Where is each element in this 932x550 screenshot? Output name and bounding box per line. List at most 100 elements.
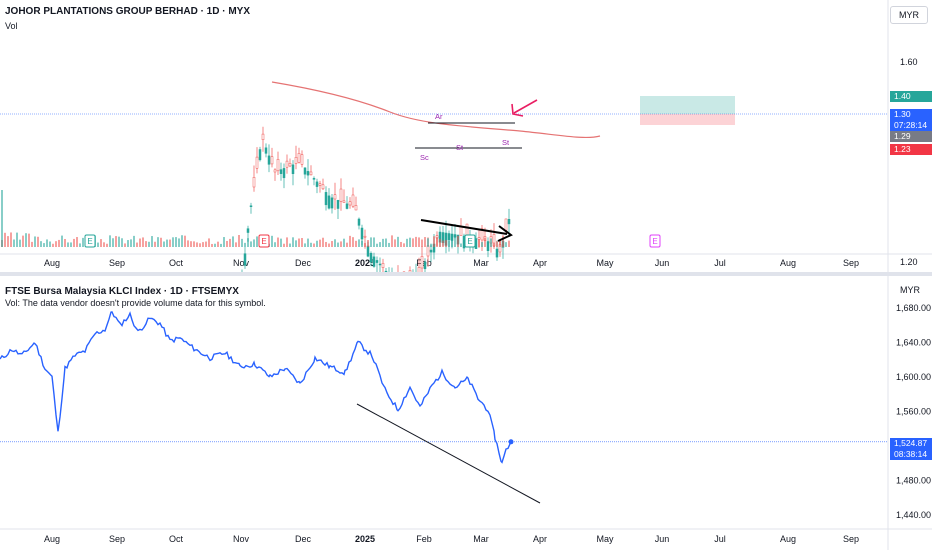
candle-body — [339, 188, 343, 202]
volume-bar — [154, 241, 156, 247]
volume-bar — [451, 237, 453, 247]
candle-body — [384, 270, 388, 272]
top-chart-pane[interactable]: 1.801.601.201.000.8000.600AugSepOctNovDe… — [0, 0, 932, 272]
volume-bar — [79, 243, 81, 247]
volume-bar — [25, 233, 27, 247]
earnings-marker: E — [258, 234, 270, 248]
candle-body — [252, 177, 256, 188]
volume-bar — [112, 238, 114, 247]
time-axis-label: Nov — [233, 534, 250, 544]
volume-bar — [22, 235, 24, 247]
volume-bar — [253, 239, 255, 247]
entry-price-label: 1.29 — [890, 131, 932, 142]
time-axis-label: Aug — [44, 258, 60, 268]
volume-bar — [307, 238, 309, 247]
top-currency-button[interactable]: MYR — [890, 6, 928, 24]
wyckoff-annotation: Sc — [420, 153, 429, 162]
candle-body — [270, 156, 274, 165]
volume-bar — [436, 237, 438, 247]
earnings-marker: E — [464, 234, 476, 248]
pink-arrow-head — [511, 103, 524, 117]
candle-body — [423, 261, 427, 270]
volume-bar — [283, 243, 285, 247]
volume-bar — [82, 237, 84, 247]
time-axis-label: Aug — [780, 534, 796, 544]
downtrend-line — [356, 403, 541, 504]
bottom-chart-pane[interactable]: 1,680.00 1,640.00 1,600.00 1,560.00 1,480.00… — [0, 276, 932, 550]
earnings-marker-label: E — [652, 237, 657, 246]
candle-body — [303, 167, 307, 175]
volume-bar — [346, 242, 348, 247]
volume-bar — [220, 243, 222, 247]
volume-bar — [46, 239, 48, 247]
earnings-marker-box — [464, 234, 476, 248]
price-tick-label: 1,600.00 — [896, 372, 931, 382]
volume-bar — [229, 238, 231, 247]
volume-bar — [322, 237, 324, 247]
wyckoff-annotation: St — [456, 143, 464, 152]
volume-bar — [442, 240, 444, 247]
volume-bar — [145, 241, 147, 247]
volume-bar — [103, 242, 105, 247]
stop-price-label: 1.23 — [890, 144, 932, 155]
time-axis-label: Aug — [44, 534, 60, 544]
volume-trend-arrowhead — [497, 225, 513, 242]
candle-body — [318, 183, 322, 186]
candle-body — [372, 256, 376, 267]
volume-bar — [190, 241, 192, 247]
bottom-volume-note: Vol: The data vendor doesn't provide vol… — [5, 298, 266, 308]
volume-bar — [454, 235, 456, 247]
volume-bar — [400, 241, 402, 247]
volume-bar — [238, 235, 240, 247]
volume-bar — [151, 236, 153, 247]
volume-bar — [232, 236, 234, 247]
time-axis-label: 2025 — [355, 534, 375, 544]
candle-body — [351, 194, 355, 207]
volume-bar — [70, 242, 72, 247]
top-chart-canvas[interactable]: 1.801.601.201.000.8000.600AugSepOctNovDe… — [0, 0, 932, 272]
candle-body — [321, 184, 325, 190]
price-tick-label: 1,440.00 — [896, 510, 931, 520]
price-tick-label: 1.20 — [900, 257, 918, 267]
volume-bar — [406, 238, 408, 247]
bottom-chart-canvas[interactable]: 1,680.00 1,640.00 1,600.00 1,560.00 1,480.00… — [0, 276, 932, 550]
candle-body — [507, 219, 511, 225]
time-axis-label: May — [596, 534, 614, 544]
volume-bar — [487, 242, 489, 247]
volume-bar — [205, 241, 207, 247]
volume-bar — [505, 242, 507, 247]
volume-bar — [289, 243, 291, 247]
volume-bar — [250, 241, 252, 247]
volume-bar — [292, 237, 294, 247]
candle-body — [291, 164, 295, 175]
volume-bar — [193, 241, 195, 247]
volume-bar — [367, 240, 369, 247]
candle-body — [312, 178, 316, 180]
volume-bar — [49, 241, 51, 247]
time-axis-label: Jul — [714, 534, 726, 544]
candle-body — [333, 194, 337, 200]
volume-bar — [361, 240, 363, 247]
time-axis-label: Jun — [655, 258, 670, 268]
volume-bar — [418, 237, 420, 247]
volume-bar — [427, 238, 429, 247]
volume-bar — [58, 239, 60, 247]
volume-bar — [55, 241, 57, 247]
candle-body — [429, 249, 433, 253]
candle-body — [381, 263, 385, 268]
volume-bar — [226, 240, 228, 247]
candle-body — [354, 205, 358, 211]
volume-bar — [301, 238, 303, 247]
candle-body — [267, 155, 271, 165]
volume-bar — [379, 242, 381, 247]
volume-bar — [310, 242, 312, 247]
time-axis-label: Oct — [169, 258, 184, 268]
time-axis-label: 2025 — [355, 258, 375, 268]
time-axis-label: Aug — [780, 258, 796, 268]
pane-separator[interactable] — [0, 272, 932, 276]
volume-bar — [496, 241, 498, 247]
candle-body — [480, 228, 484, 241]
volume-trend-arrow — [420, 219, 508, 235]
volume-bar — [19, 239, 21, 247]
volume-bar — [403, 243, 405, 247]
